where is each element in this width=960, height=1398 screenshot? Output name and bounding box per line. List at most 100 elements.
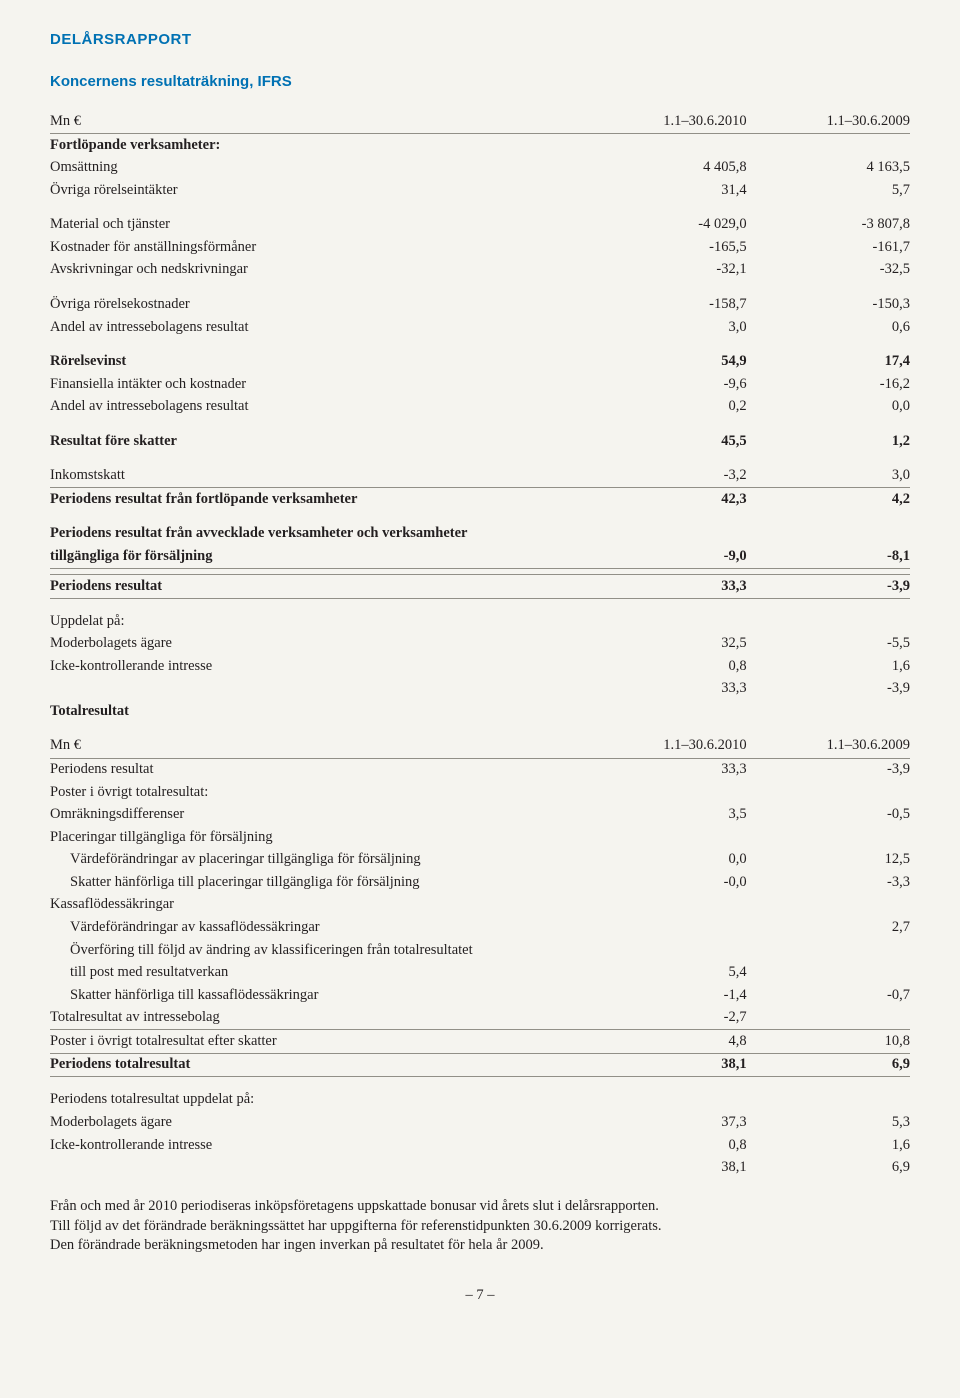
table-row: Icke-kontrollerande intresse0,81,6 (50, 1134, 910, 1157)
col-2010: 1.1–30.6.2010 (583, 111, 746, 134)
row-value-2009 (747, 939, 910, 962)
row-value-2009 (747, 781, 910, 804)
row-value-2009: -16,2 (747, 373, 910, 396)
table-row: Moderbolagets ägare37,35,3 (50, 1111, 910, 1134)
footnote-line: Till följd av det förändrade beräkningss… (50, 1217, 910, 1237)
table-row: Skatter hänförliga till placeringar till… (50, 871, 910, 894)
row-value-2010: -2,7 (583, 1007, 746, 1030)
section-title-row: Fortlöpande verksamheter: (50, 134, 910, 157)
row-label: Kostnader för anställningsförmåner (50, 236, 583, 259)
row-value-2009: 2,7 (747, 916, 910, 939)
row-label: Övriga rörelseintäkter (50, 179, 583, 202)
row-label: Omsättning (50, 157, 583, 180)
row-value-2010: 54,9 (583, 351, 746, 374)
col-2009: 1.1–30.6.2009 (747, 111, 910, 134)
row-value-2010: 0,8 (583, 655, 746, 678)
comprehensive-income-table: Mn € 1.1–30.6.2010 1.1–30.6.2009 Periode… (50, 735, 910, 1179)
row-label: Finansiella intäkter och kostnader (50, 373, 583, 396)
row-label: Rörelsevinst (50, 351, 583, 374)
row-value-2010: -3,2 (583, 465, 746, 488)
table-row: Moderbolagets ägare32,5-5,5 (50, 633, 910, 656)
table-row: Andel av intressebolagens resultat3,00,6 (50, 316, 910, 339)
row-value-2009: -150,3 (747, 293, 910, 316)
row-value-2010: 3,0 (583, 316, 746, 339)
footnote-block: Från och med år 2010 periodiseras inköps… (50, 1197, 910, 1256)
unit-label: Mn € (50, 735, 583, 758)
row-value-2009: 1,6 (747, 655, 910, 678)
row-value-2009: -32,5 (747, 259, 910, 282)
row-label: Avskrivningar och nedskrivningar (50, 259, 583, 282)
row-label: Skatter hänförliga till kassaflödessäkri… (50, 984, 583, 1007)
table-row: Finansiella intäkter och kostnader-9,6-1… (50, 373, 910, 396)
table2-header-row: Mn € 1.1–30.6.2010 1.1–30.6.2009 (50, 735, 910, 758)
table-row: till post med resultatverkan5,4 (50, 962, 910, 985)
row-value-2010: -165,5 (583, 236, 746, 259)
row-label: till post med resultatverkan (50, 962, 583, 985)
table-row: Poster i övrigt totalresultat: (50, 781, 910, 804)
row-value-2009: 1,6 (747, 1134, 910, 1157)
unit-label: Mn € (50, 111, 583, 134)
row-label: Andel av intressebolagens resultat (50, 396, 583, 419)
col-2010: 1.1–30.6.2010 (583, 735, 746, 758)
row-value-2010: 31,4 (583, 179, 746, 202)
table-row: Värdeförändringar av kassaflödessäkringa… (50, 916, 910, 939)
table-row: Omsättning4 405,84 163,5 (50, 157, 910, 180)
row-label: Poster i övrigt totalresultat: (50, 781, 583, 804)
row-label: Periodens resultat (50, 758, 583, 781)
row-value-2009: 5,7 (747, 179, 910, 202)
section-title: Fortlöpande verksamheter: (50, 134, 583, 157)
row-label: Totalresultat av intressebolag (50, 1007, 583, 1030)
row-value-2010 (583, 939, 746, 962)
row-label: Överföring till följd av ändring av klas… (50, 939, 583, 962)
row-value-2010: -32,1 (583, 259, 746, 282)
row-value-2010: 33,3 (583, 758, 746, 781)
row-label: Material och tjänster (50, 214, 583, 237)
row-value-2009 (747, 1007, 910, 1030)
row-value-2009 (747, 894, 910, 917)
table-row: Avskrivningar och nedskrivningar-32,1-32… (50, 259, 910, 282)
row-value-2009: -5,5 (747, 633, 910, 656)
table-row: Andel av intressebolagens resultat0,20,0 (50, 396, 910, 419)
split2-title-row: Periodens totalresultat uppdelat på: (50, 1089, 910, 1112)
row-label: Placeringar tillgängliga för försäljning (50, 826, 583, 849)
row-label: Icke-kontrollerande intresse (50, 655, 583, 678)
row-value-2010: -1,4 (583, 984, 746, 1007)
row-value-2009: 6,9 (747, 1157, 910, 1180)
table-row: Kostnader för anställningsförmåner-165,5… (50, 236, 910, 259)
row-value-2009: -0,7 (747, 984, 910, 1007)
row-value-2009: 12,5 (747, 849, 910, 872)
footnote-line: Från och med år 2010 periodiseras inköps… (50, 1197, 910, 1217)
row-value-2010: 0,8 (583, 1134, 746, 1157)
row-label (50, 1157, 583, 1180)
table-row: Inkomstskatt-3,23,0 (50, 465, 910, 488)
row-label: Icke-kontrollerande intresse (50, 1134, 583, 1157)
row-value-2009 (747, 826, 910, 849)
row-value-2010 (583, 781, 746, 804)
row-value-2009: -3 807,8 (747, 214, 910, 237)
row-value-2009: 5,3 (747, 1111, 910, 1134)
report-header: DELÅRSRAPPORT (50, 30, 910, 50)
table-row: Övriga rörelsekostnader-158,7-150,3 (50, 293, 910, 316)
row-value-2009: -161,7 (747, 236, 910, 259)
row-value-2010: -4 029,0 (583, 214, 746, 237)
row-label (50, 678, 583, 701)
table-row: Periodens resultat33,3-3,9 (50, 758, 910, 781)
footnote-line: Den förändrade beräkningsmetoden har ing… (50, 1236, 910, 1256)
row-value-2010: 38,1 (583, 1157, 746, 1180)
row-value-2009: 4 163,5 (747, 157, 910, 180)
row-value-2009: 3,0 (747, 465, 910, 488)
row-label: Värdeförändringar av placeringar tillgän… (50, 849, 583, 872)
table-row: Skatter hänförliga till kassaflödessäkri… (50, 984, 910, 1007)
row-value-2009: 0,0 (747, 396, 910, 419)
discontinued-row-2: tillgängliga för försäljning -9,0 -8,1 (50, 546, 910, 569)
row-value-2010: 3,5 (583, 804, 746, 827)
income-statement-table: Mn € 1.1–30.6.2010 1.1–30.6.2009 Fortlöp… (50, 111, 910, 735)
row-value-2010 (583, 916, 746, 939)
row-value-2009: -3,9 (747, 758, 910, 781)
row-label: Övriga rörelsekostnader (50, 293, 583, 316)
table-row: Övriga rörelseintäkter31,45,7 (50, 179, 910, 202)
row-value-2010: -9,6 (583, 373, 746, 396)
row-value-2009: 0,6 (747, 316, 910, 339)
table-row: Värdeförändringar av placeringar tillgän… (50, 849, 910, 872)
row-value-2010 (583, 826, 746, 849)
